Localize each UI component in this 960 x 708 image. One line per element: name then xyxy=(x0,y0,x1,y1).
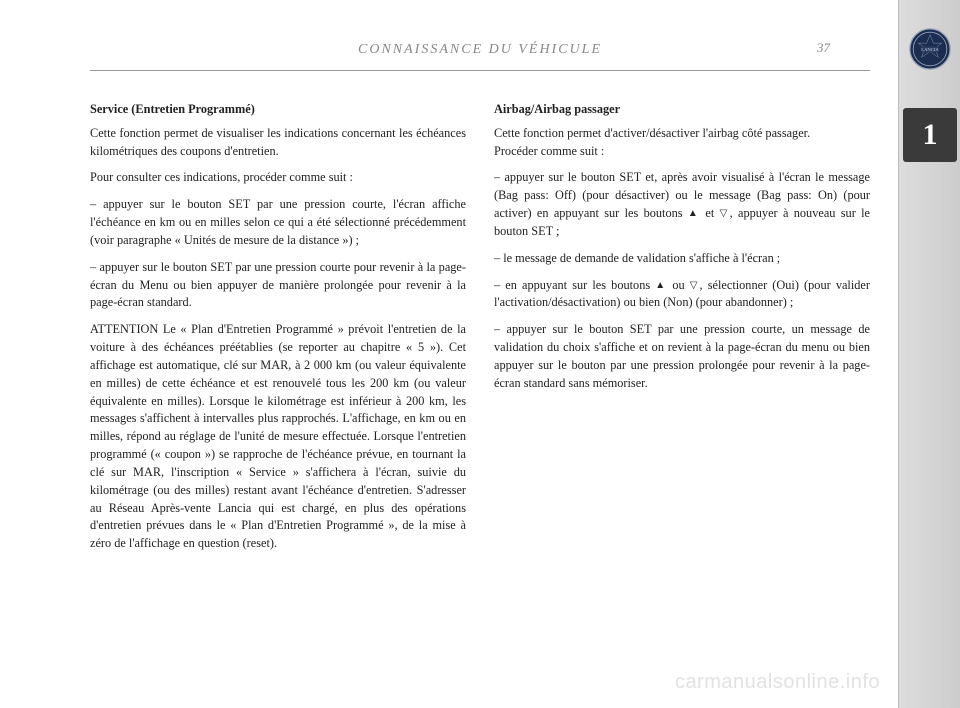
svg-text:LANCIA: LANCIA xyxy=(921,47,939,52)
down-icon: ▽ xyxy=(720,208,730,219)
right-column: Airbag/Airbag passager Cette fonction pe… xyxy=(494,101,870,562)
right-p4b: ou xyxy=(667,278,690,292)
chapter-number: 1 xyxy=(923,118,938,152)
content-area: Service (Entretien Programmé) Cette fonc… xyxy=(90,101,870,562)
left-p4: – appuyer sur le bouton SET par une pres… xyxy=(90,259,466,312)
down-icon: ▽ xyxy=(690,280,700,291)
left-column: Service (Entretien Programmé) Cette fonc… xyxy=(90,101,466,562)
right-p4: – en appuyant sur les boutons ▲ ou ▽, sé… xyxy=(494,277,870,313)
page-number: 37 xyxy=(817,40,830,56)
right-p1b: Procéder comme suit : xyxy=(494,144,604,158)
header-title: CONNAISSANCE DU VÉHICULE xyxy=(358,42,602,58)
right-p3: – le message de demande de validation s'… xyxy=(494,250,870,268)
chapter-tab: 1 xyxy=(903,108,957,162)
brand-logo: LANCIA xyxy=(909,28,951,75)
right-p5: – appuyer sur le bouton SET par une pres… xyxy=(494,321,870,392)
up-icon: ▲ xyxy=(688,208,700,219)
right-p1a: Cette fonction permet d'activer/désactiv… xyxy=(494,126,810,140)
right-heading: Airbag/Airbag passager xyxy=(494,101,870,119)
left-p3: – appuyer sur le bouton SET par une pres… xyxy=(90,196,466,249)
page: CONNAISSANCE DU VÉHICULE 37 Service (Ent… xyxy=(0,0,960,708)
up-icon: ▲ xyxy=(655,280,667,291)
header-rule xyxy=(90,70,870,71)
right-p1: Cette fonction permet d'activer/désactiv… xyxy=(494,125,870,161)
right-p2: – appuyer sur le bouton SET et, après av… xyxy=(494,169,870,240)
left-p1: Cette fonction permet de visualiser les … xyxy=(90,125,466,161)
side-tab-strip: LANCIA 1 xyxy=(898,0,960,708)
right-p2b: et xyxy=(700,206,720,220)
left-p2: Pour consulter ces indications, procéder… xyxy=(90,169,466,187)
watermark-text: carmanualsonline.info xyxy=(675,671,880,694)
left-p5: ATTENTION Le « Plan d'Entretien Programm… xyxy=(90,321,466,553)
right-p4a: – en appuyant sur les boutons xyxy=(494,278,655,292)
lancia-logo-icon: LANCIA xyxy=(909,28,951,70)
left-heading: Service (Entretien Programmé) xyxy=(90,101,466,119)
page-header: CONNAISSANCE DU VÉHICULE 37 xyxy=(90,40,870,64)
